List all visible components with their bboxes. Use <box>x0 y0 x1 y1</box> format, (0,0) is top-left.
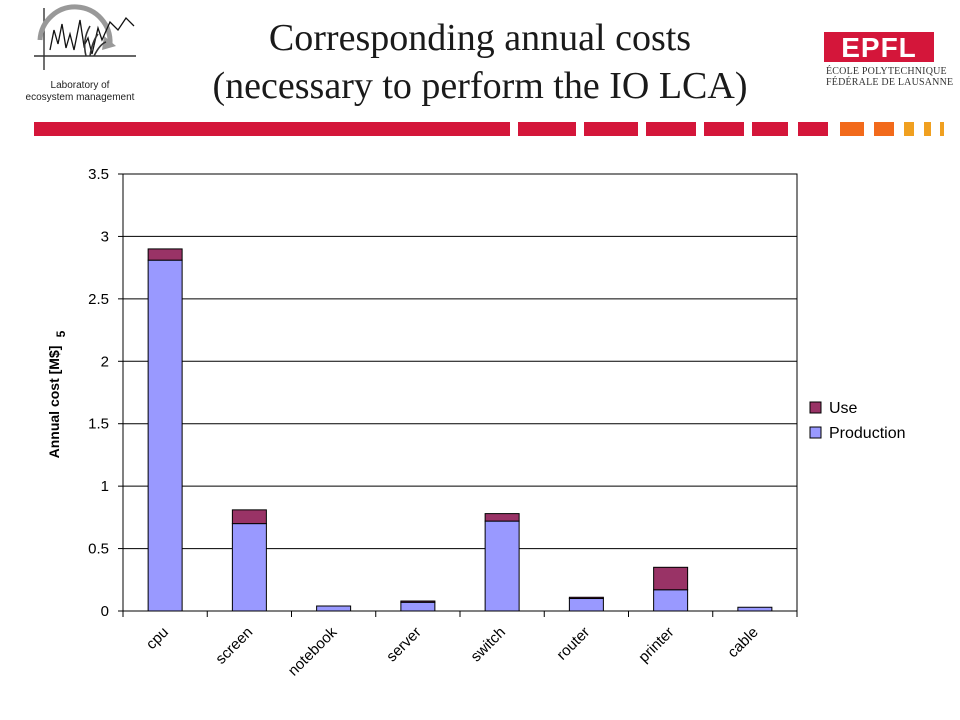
y-tick-label: 1.5 <box>88 416 109 433</box>
y-axis-side-mark: 5 <box>54 330 68 338</box>
epfl-logo: EPFL <box>824 32 934 63</box>
bar-production-switch <box>484 520 520 612</box>
x-tick-label: server <box>383 624 424 665</box>
x-tick-label: router <box>553 624 593 664</box>
bar-use-screen <box>231 509 267 525</box>
plot-area <box>122 173 798 612</box>
lab-name-line1: Laboratory of <box>50 80 110 91</box>
y-tick-label: 0.5 <box>88 541 109 558</box>
y-axis-label: Annual cost [M$] <box>46 345 62 459</box>
x-tick-label: printer <box>635 624 677 666</box>
bar-production-printer <box>653 589 689 612</box>
y-tick-label: 2 <box>101 353 109 370</box>
epfl-line2: FÉDÉRALE DE LAUSANNE <box>826 77 954 88</box>
y-tick-label: 0 <box>101 603 109 620</box>
legend-swatch-use <box>809 401 822 414</box>
bar-production-screen <box>231 523 267 612</box>
legend-label-production: Production <box>829 425 906 442</box>
epfl-line1: ÉCOLE POLYTECHNIQUE <box>826 66 947 77</box>
lab-name-line2: ecosystem management <box>25 92 135 103</box>
bar-use-switch <box>484 513 520 522</box>
x-tick-label: screen <box>212 624 256 668</box>
x-tick-label: notebook <box>285 623 341 679</box>
bar-production-router <box>568 598 604 612</box>
bar-use-cpu <box>147 248 183 261</box>
legend-swatch-production <box>809 426 822 439</box>
epfl-logo-text: EPFL <box>841 32 917 63</box>
bar-use-server <box>400 600 436 603</box>
x-tick-label: cpu <box>143 624 172 653</box>
bar-production-notebook <box>316 605 352 612</box>
bar-production-server <box>400 601 436 612</box>
bar-use-router <box>568 596 604 600</box>
x-tick-label: cable <box>724 624 761 661</box>
title-line2: (necessary to perform the IO LCA) <box>212 65 748 107</box>
bar-production-cpu <box>147 259 183 612</box>
legend-label-use: Use <box>829 400 858 417</box>
y-tick-label: 2.5 <box>88 291 109 308</box>
y-tick-label: 3.5 <box>88 166 109 183</box>
y-tick-label: 1 <box>101 478 109 495</box>
bar-use-printer <box>653 566 689 591</box>
bar-production-cable <box>737 606 773 612</box>
page-title: Corresponding annual costs (necessary to… <box>150 14 810 110</box>
y-tick-label: 3 <box>101 228 109 245</box>
lab-logo <box>34 4 136 70</box>
x-tick-label: switch <box>467 624 508 665</box>
title-line1: Corresponding annual costs <box>268 17 692 59</box>
annual-cost-chart: 0 0.5 1 1.5 2 2.5 3 3.5 cpu screen notebook server s… <box>88 166 906 679</box>
header-divider-strip <box>34 122 944 136</box>
